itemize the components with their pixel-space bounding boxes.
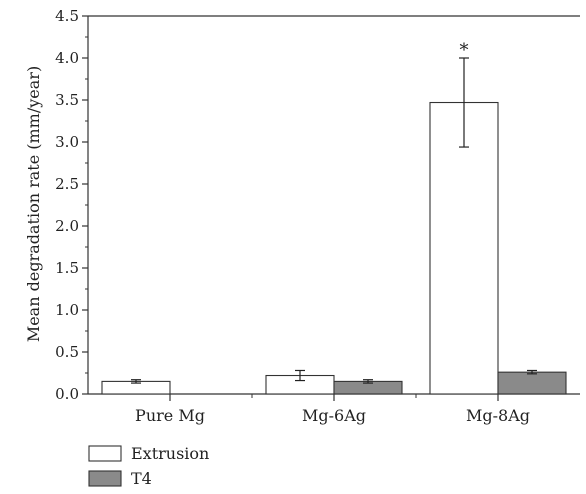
error-bars — [131, 57, 537, 384]
x-axis-categories: Pure Mg Mg-6Ag Mg-8Ag — [135, 394, 530, 425]
y-tick-label: 0.5 — [55, 343, 79, 361]
legend-swatch-extrusion — [88, 445, 122, 462]
legend: Extrusion T4 — [88, 444, 209, 488]
legend-label-extrusion: Extrusion — [131, 444, 209, 463]
bar-extrusion-mg-8ag — [429, 101, 499, 395]
y-tick-label: 3.0 — [55, 133, 79, 151]
significance-asterisk: * — [460, 40, 469, 61]
y-tick-label: 4.0 — [55, 49, 79, 67]
y-tick-label: 0.0 — [55, 385, 79, 403]
y-tick-label: 2.0 — [55, 217, 79, 235]
y-tick-label: 1.5 — [55, 259, 79, 277]
y-axis-ticks: 0.0 0.5 1.0 1.5 2.0 2.5 3.0 3.5 4.0 4.5 — [55, 7, 88, 403]
legend-label-t4: T4 — [131, 469, 152, 488]
legend-swatch-t4 — [88, 470, 122, 487]
y-tick-label: 1.0 — [55, 301, 79, 319]
bars — [101, 101, 567, 395]
x-tick-label: Pure Mg — [135, 406, 205, 425]
y-tick-label: 4.5 — [55, 7, 79, 25]
y-tick-label: 3.5 — [55, 91, 79, 109]
y-axis-label: Mean degradation rate (mm/year) — [24, 66, 43, 342]
x-tick-label: Mg-8Ag — [466, 406, 530, 425]
annotations: * — [460, 40, 469, 61]
axes — [87, 15, 580, 395]
bar-t4-mg-8ag — [497, 371, 567, 395]
y-tick-label: 2.5 — [55, 175, 79, 193]
x-tick-label: Mg-6Ag — [302, 406, 366, 425]
